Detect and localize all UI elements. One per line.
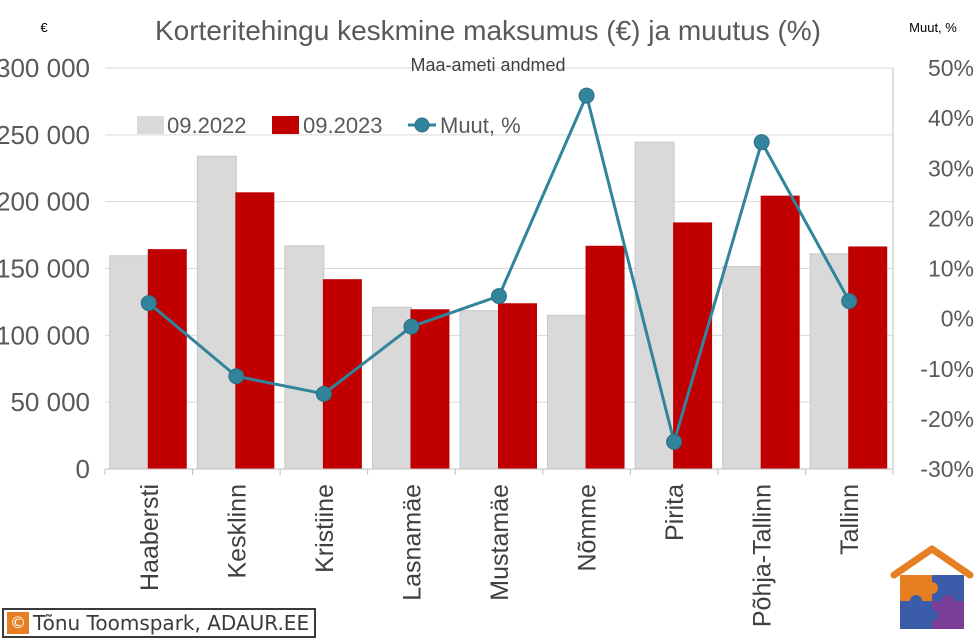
bar-09.2023	[235, 192, 275, 469]
bar-09.2022	[284, 245, 325, 470]
chart-title: Korteritehingu keskmine maksumus (€) ja …	[155, 15, 821, 46]
bar-09.2023	[322, 279, 362, 469]
change-point	[666, 433, 683, 450]
category-label: Kesklinn	[223, 484, 251, 579]
change-line	[140, 87, 858, 450]
chart-subtitle: Maa-ameti andmed	[410, 55, 565, 75]
legend-marker	[414, 117, 430, 133]
change-point	[403, 318, 420, 335]
left-axis-unit: €	[40, 20, 48, 35]
category-label: Lasnamäe	[398, 484, 426, 601]
right-tick-label: 0%	[941, 306, 974, 332]
bar-09.2022	[809, 253, 850, 470]
category-label: Haabersti	[136, 484, 164, 591]
credit-text: Tõnu Toomspark, ADAUR.EE	[33, 611, 310, 635]
right-tick-label: 40%	[928, 105, 974, 131]
bar-09.2023	[147, 249, 187, 469]
copyright-credit: © Tõnu Toomspark, ADAUR.EE	[2, 608, 317, 638]
right-tick-label: 20%	[928, 205, 974, 231]
right-tick-label: -20%	[920, 406, 974, 432]
bar-09.2022	[722, 265, 763, 470]
legend-label-change: Muut, %	[440, 113, 521, 138]
right-tick-label: 10%	[928, 256, 974, 282]
legend-label-2022: 09.2022	[167, 113, 247, 138]
bars	[109, 141, 888, 470]
bar-09.2023	[760, 195, 800, 469]
axes	[104, 68, 894, 475]
legend-swatch-2022	[137, 116, 164, 134]
category-label: Mustamäe	[486, 484, 514, 601]
change-point	[491, 288, 507, 305]
bar-09.2022	[547, 314, 588, 470]
bar-09.2023	[585, 245, 625, 469]
legend-label-2023: 09.2023	[303, 113, 383, 138]
change-point	[753, 134, 770, 151]
right-tick-label: -30%	[920, 456, 974, 482]
bar-09.2023	[848, 246, 888, 469]
left-tick-label: 50 000	[10, 387, 90, 417]
change-point	[841, 293, 858, 310]
house-puzzle-logo-icon	[890, 545, 974, 629]
change-point	[140, 295, 157, 312]
category-label: Kristiine	[311, 484, 339, 573]
right-axis-unit: Muut, %	[909, 20, 957, 35]
left-tick-label: 250 000	[0, 120, 90, 150]
category-labels: Haabersti Kesklinn Kristiine Lasnamäe Mustam…	[136, 484, 864, 627]
left-tick-label: 200 000	[0, 187, 90, 217]
bar-09.2022	[459, 310, 500, 470]
bar-09.2023	[498, 303, 537, 469]
right-tick-label: 30%	[928, 155, 974, 181]
bar-09.2022	[109, 255, 150, 470]
bar-09.2023	[410, 309, 450, 469]
bar-09.2023	[673, 222, 713, 469]
left-tick-label: 150 000	[0, 254, 90, 284]
legend: 09.2022 09.2023 Muut, %	[137, 113, 521, 138]
right-tick-label: -10%	[920, 356, 974, 382]
left-axis-ticks: 0 50 000 100 000 150 000 200 000 250 000 300 0…	[0, 53, 90, 484]
right-axis-ticks: -30% -20% -10% 0% 10% 20% 30% 40% 50%	[920, 55, 974, 482]
change-point	[228, 368, 245, 385]
left-tick-label: 300 000	[0, 53, 90, 83]
change-point	[315, 385, 332, 402]
right-tick-label: 50%	[928, 55, 974, 81]
category-label: Tallinn	[836, 484, 864, 555]
bar-09.2022	[196, 155, 237, 470]
category-label: Põhja-Tallinn	[749, 484, 777, 627]
change-point	[578, 87, 595, 104]
copyright-icon: ©	[7, 612, 29, 634]
category-label: Pirita	[661, 484, 689, 541]
category-label: Nõmme	[574, 484, 602, 572]
left-tick-label: 100 000	[0, 320, 90, 350]
legend-swatch-2023	[272, 116, 299, 134]
left-tick-label: 0	[76, 454, 90, 484]
